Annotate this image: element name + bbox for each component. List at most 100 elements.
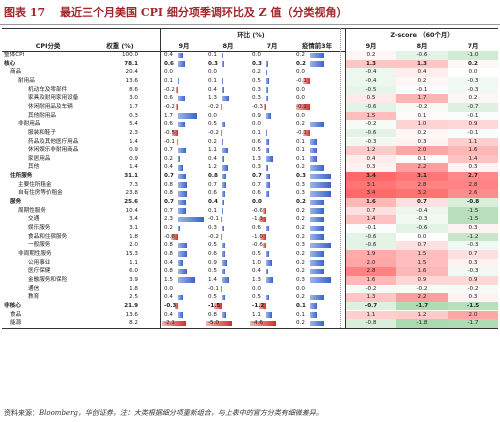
positive-bar <box>222 312 227 318</box>
zscore-cell: 1.0 <box>396 120 448 129</box>
positive-bar <box>266 173 270 180</box>
mom-cell: 0.2 <box>162 155 206 164</box>
mom-value: 0.6 <box>208 250 217 257</box>
mom-cell: 0.2 <box>250 68 294 77</box>
mom-cell: 0.2 <box>294 319 340 328</box>
zscore-cell: -0.8 <box>448 198 498 207</box>
mom-value: 0.8 <box>208 173 218 180</box>
row-weight: 3.0 <box>129 95 138 102</box>
column-divider <box>160 28 161 328</box>
row-label: 非周期性服务 <box>18 250 52 257</box>
zscore-cell: 0.1 <box>396 111 448 121</box>
positive-bar <box>310 61 324 67</box>
table-row: 通信 1.8 0.0 -0.1 0.0 0.0 -0.2 -0.2 -0.2 <box>2 284 498 294</box>
mom-value: 0.2 <box>208 138 217 145</box>
zscore-cell: 0.0 <box>396 232 448 242</box>
mom-value: 0.6 <box>252 190 261 197</box>
positive-bar <box>266 87 268 93</box>
negative-bar <box>162 320 186 327</box>
zscore-cell: 3.1 <box>346 180 396 190</box>
mom-value: -0.1 <box>296 77 307 84</box>
zscore-cell: -0.2 <box>346 120 396 129</box>
mom-value: -0.3 <box>164 302 177 309</box>
positive-bar <box>222 208 223 214</box>
table-row: 教育 2.5 0.4 0.5 0.5 0.2 1.3 2.2 0.3 <box>2 293 498 302</box>
mom-value: 0.5 <box>208 268 217 275</box>
table-row: 金融服务和保险 3.9 1.5 1.4 1.3 0.3 1.6 0.9 0.9 <box>2 275 498 285</box>
mom-value: 0.4 <box>164 52 173 58</box>
mom-value: 0.1 <box>296 155 305 162</box>
mom-cell: 0.2 <box>294 259 340 268</box>
mom-cell: 0.6 <box>250 224 294 233</box>
row-label: 家具及耐用家用设备 <box>28 95 79 102</box>
zscore-cell: 0.5 <box>346 94 396 103</box>
zscore-cell: 2.0 <box>448 310 498 320</box>
mom-value: -0.6 <box>164 233 175 240</box>
mom-cell: 1.3 <box>206 94 250 103</box>
row-label: 住所服务 <box>10 173 33 180</box>
zscore-cell: -1.7 <box>448 319 498 328</box>
row-label: 娱乐服务 <box>28 225 51 231</box>
mom-value: 0.6 <box>164 95 173 102</box>
row-label: 其他 <box>28 164 40 171</box>
mom-cell: 1.0 <box>250 259 294 268</box>
mom-cell: 0.7 <box>250 172 294 181</box>
mom-cell: 0.9 <box>206 259 250 268</box>
mom-value: -4.6 <box>252 320 263 327</box>
positive-bar <box>178 251 188 258</box>
positive-bar <box>266 190 270 197</box>
table-row: 服务 25.6 0.7 0.4 0.0 0.2 1.6 0.7 -0.8 <box>2 198 498 207</box>
zscore-cell: -0.1 <box>448 128 498 138</box>
mom-cell: -0.1 <box>206 215 250 224</box>
row-weight: 5.4 <box>129 121 138 128</box>
zscore-cell: -0.3 <box>448 76 498 86</box>
negative-bar <box>262 242 266 249</box>
mom-value: 0.7 <box>208 181 217 188</box>
mom-value: -0.3 <box>252 103 263 110</box>
positive-bar <box>178 147 186 154</box>
positive-bar <box>222 61 224 67</box>
figure-number: 图表 17 <box>4 6 46 19</box>
zscore-cell: 0.3 <box>448 224 498 233</box>
mom-value: 0.1 <box>296 302 306 309</box>
mom-cell: 0.2 <box>162 224 206 233</box>
mom-cell: 0.7 <box>206 181 250 190</box>
positive-bar <box>266 268 269 275</box>
mom-value: 0.3 <box>296 181 305 188</box>
zscore-cell: 2.2 <box>396 163 448 173</box>
row-label: 一般服务 <box>28 242 51 249</box>
negative-bar <box>220 234 222 240</box>
positive-bar <box>178 199 186 206</box>
mom-cell: 0.1 <box>162 77 206 86</box>
mom-cell: -0.3 <box>250 103 294 112</box>
zscore-cell: 0.1 <box>396 154 448 164</box>
positive-bar <box>222 52 223 59</box>
zscore-cell: 0.2 <box>396 76 448 86</box>
mom-value: 0.0 <box>252 52 261 58</box>
mom-value: 0.3 <box>252 86 261 93</box>
row-weight: 1.7 <box>129 103 138 110</box>
mom-cell: 0.8 <box>206 172 250 181</box>
zscore-cell: 1.1 <box>448 137 498 147</box>
mom-cell: -0.1 <box>294 129 340 138</box>
mom-cell: 0.8 <box>162 267 206 276</box>
positive-bar <box>310 242 331 249</box>
table-row: 商品 20.4 0.0 0.0 0.2 0.0 -0.4 0.4 0.0 <box>2 68 498 77</box>
positive-bar <box>310 208 324 214</box>
row-label: 周期性服务 <box>18 207 46 214</box>
footnote: 注：大类根据细分项重新组合，与上表中的官方分类有细微差异。 <box>119 409 323 417</box>
row-weight: 1.1 <box>129 259 138 266</box>
zscore-cell: 3.4 <box>346 189 396 199</box>
col-z2-header: 8月 <box>416 42 428 50</box>
negative-bar <box>303 78 310 85</box>
positive-bar <box>178 113 198 119</box>
mom-value: 1.7 <box>164 112 173 119</box>
mom-value: 1.3 <box>208 95 217 102</box>
mom-cell: 0.8 <box>162 241 206 250</box>
mom-value: 0.4 <box>164 164 173 171</box>
table-row: 非核心 21.9 -0.3 -1.5 -1.2 0.1 -0.7 -1.7 -1.5 <box>2 301 498 311</box>
positive-bar <box>266 164 268 171</box>
mom-cell: 0.2 <box>294 60 340 69</box>
mom-value: -5.0 <box>208 320 219 327</box>
mom-value: 0.2 <box>252 69 261 76</box>
